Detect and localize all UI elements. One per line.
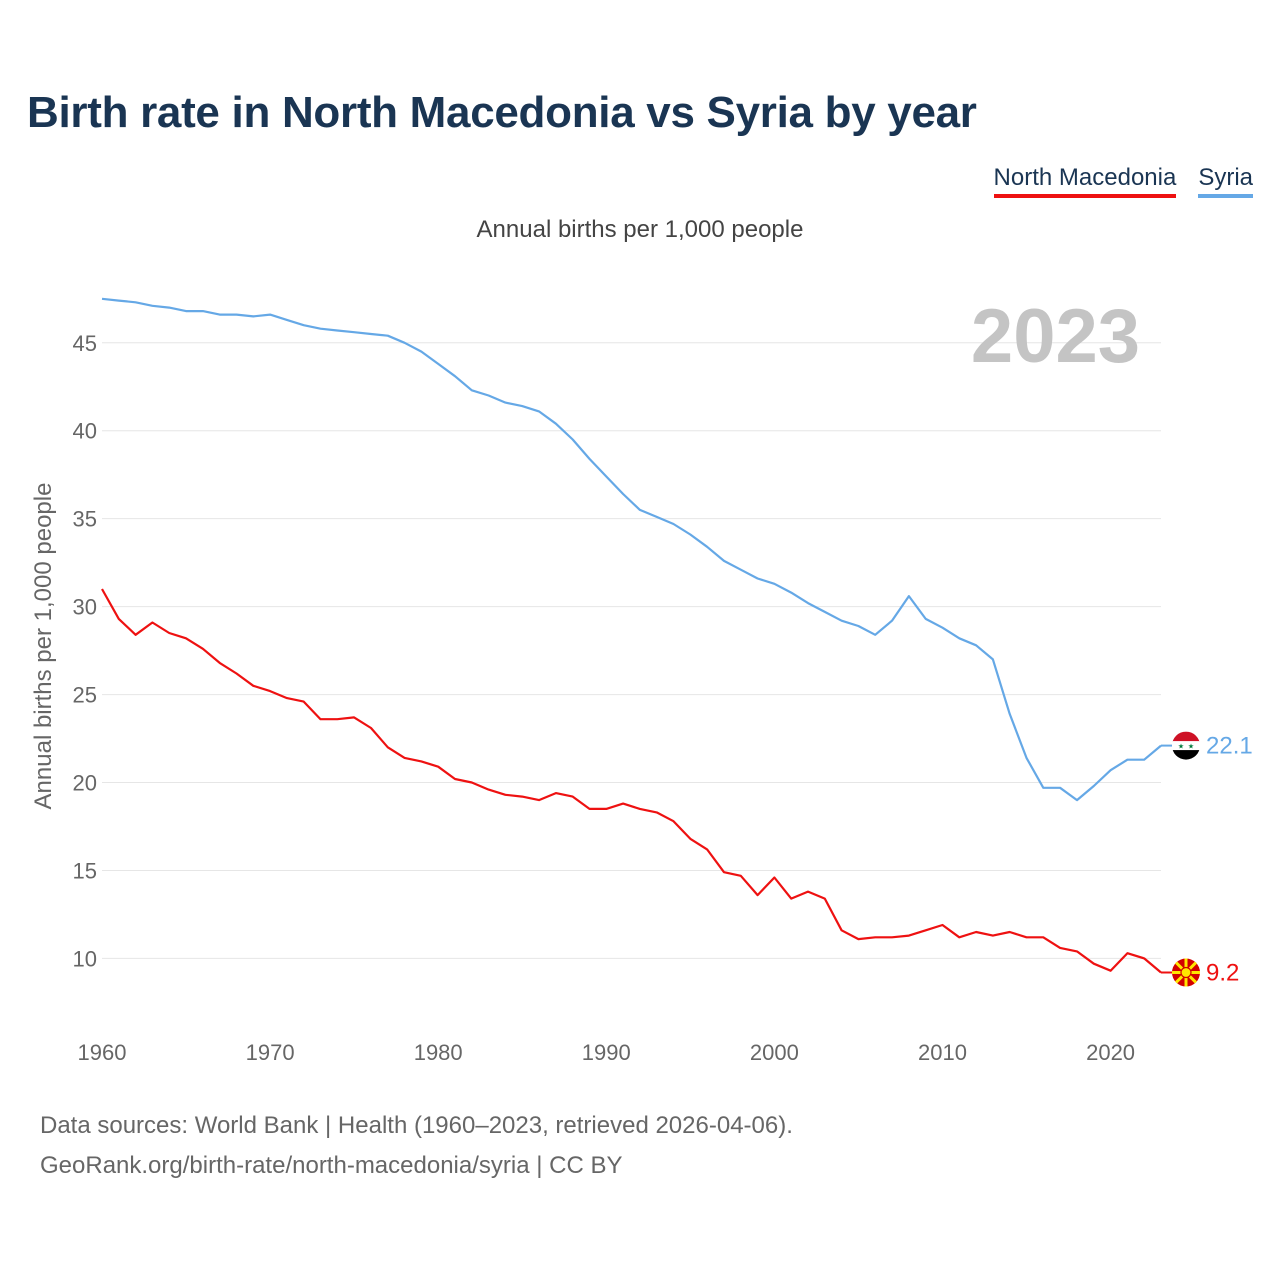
chart-title: Birth rate in North Macedonia vs Syria b… [27, 88, 977, 137]
x-tick-label: 1990 [582, 1040, 631, 1065]
x-tick-label: 2010 [918, 1040, 967, 1065]
chart-subtitle: Annual births per 1,000 people [476, 216, 804, 243]
y-tick-label: 30 [73, 595, 97, 620]
y-tick-label: 45 [73, 331, 97, 356]
x-tick-label: 2020 [1086, 1040, 1135, 1065]
footer-url[interactable]: GeoRank.org/birth-rate/north-macedonia/s… [40, 1152, 623, 1179]
y-tick-label: 25 [73, 683, 97, 708]
syria-flag-black-stripe [1172, 750, 1200, 760]
north-macedonia-flag-icon [1172, 958, 1200, 987]
y-tick-label: 10 [73, 946, 97, 971]
x-tick-label: 1980 [414, 1040, 463, 1065]
y-tick-label: 15 [73, 858, 97, 883]
end-value-label-syria: 22.1 [1206, 733, 1253, 760]
x-tick-label: 1970 [246, 1040, 295, 1065]
legend-item-syria[interactable]: Syria [1198, 164, 1253, 198]
syria-flag-star: ★ [1178, 743, 1184, 751]
legend-item-north-macedonia[interactable]: North Macedonia [993, 164, 1177, 198]
footer-source: Data sources: World Bank | Health (1960–… [40, 1112, 793, 1139]
legend: North Macedonia Syria [993, 164, 1253, 198]
syria-flag-stripes: ★ ★ [1172, 731, 1200, 760]
north-macedonia-flag-sun [1180, 966, 1192, 979]
syria-flag-star: ★ [1188, 743, 1194, 751]
y-tick-label: 35 [73, 507, 97, 532]
series-line-north-macedonia [101, 588, 1162, 974]
end-value-label-north-macedonia: 9.2 [1206, 960, 1239, 987]
y-tick-label: 40 [73, 419, 97, 444]
x-tick-label: 2000 [750, 1040, 799, 1065]
syria-flag-red-stripe [1172, 731, 1200, 742]
x-tick-label: 1960 [78, 1040, 127, 1065]
syria-flag-icon: ★ ★ [1172, 731, 1200, 760]
year-watermark: 2023 [971, 294, 1140, 379]
footer: Data sources: World Bank | Health (1960–… [40, 1106, 793, 1186]
line-chart: 10 15 20 25 30 35 40 45 1960 1970 1980 1990 2000 2010… [30, 294, 1253, 1065]
series-line-syria [101, 297, 1162, 802]
y-axis-label: Annual births per 1,000 people [30, 483, 57, 810]
y-tick-label: 20 [73, 771, 97, 796]
syria-flag-white-stripe [1172, 741, 1200, 751]
